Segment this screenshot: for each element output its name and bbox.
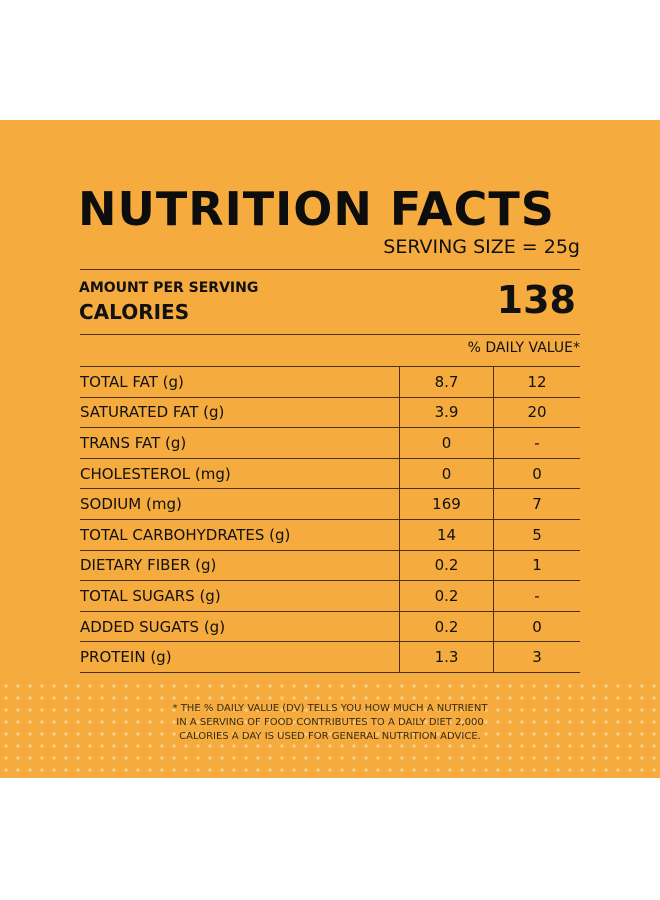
nutrient-daily-value: 5 bbox=[493, 518, 580, 551]
divider bbox=[80, 269, 580, 270]
nutrient-name: DIETARY FIBER (g) bbox=[80, 549, 400, 582]
table-row: TOTAL SUGARS (g) 0.2- bbox=[80, 580, 580, 612]
table-row: TOTAL CARBOHYDRATES (g) 14 5 bbox=[80, 518, 580, 551]
page-title: NUTRITION FACTS bbox=[78, 182, 555, 236]
nutrient-name: TOTAL SUGARS (g) bbox=[80, 580, 400, 612]
nutrient-daily-value: 7 bbox=[493, 488, 580, 520]
nutrient-amount: 0 bbox=[399, 427, 494, 459]
nutrient-daily-value: 0 bbox=[493, 610, 580, 643]
daily-value-header: % DAILY VALUE* bbox=[467, 340, 580, 356]
nutrient-name: ADDED SUGATS (g) bbox=[80, 610, 400, 643]
nutrition-table: TOTAL FAT (g) 8.7 12 SATURATED FAT (g) 3.9 20… bbox=[80, 366, 580, 673]
nutrient-amount: 8.7 bbox=[399, 366, 494, 398]
table-row: TOTAL FAT (g) 8.7 12 bbox=[80, 366, 580, 398]
nutrient-amount: 3.9 bbox=[399, 396, 494, 429]
nutrient-name: TOTAL FAT (g) bbox=[80, 366, 400, 398]
nutrient-name: SODIUM (mg) bbox=[80, 488, 400, 520]
nutrient-daily-value: 12 bbox=[493, 366, 580, 398]
calories-value: 138 bbox=[496, 278, 576, 322]
table-row: DIETARY FIBER (g) 0.2 1 bbox=[80, 549, 580, 582]
nutrient-daily-value: - bbox=[493, 427, 580, 459]
nutrient-daily-value: 3 bbox=[493, 641, 580, 673]
nutrient-amount: 14 bbox=[399, 518, 494, 551]
table-row: PROTEIN (g) 1.3 3 bbox=[80, 641, 580, 673]
nutrient-name: PROTEIN (g) bbox=[80, 641, 400, 673]
serving-size: SERVING SIZE = 25g bbox=[383, 236, 580, 258]
nutrient-name: TOTAL CARBOHYDRATES (g) bbox=[80, 518, 400, 551]
nutrient-amount: 0 bbox=[399, 457, 494, 490]
nutrient-amount: 0.2 bbox=[399, 610, 494, 643]
nutrient-name: TRANS FAT (g) bbox=[80, 427, 400, 459]
table-row: SODIUM (mg) 169 7 bbox=[80, 488, 580, 520]
footnote-line: IN A SERVING OF FOOD CONTRIBUTES TO A DA… bbox=[176, 717, 484, 728]
nutrient-daily-value: 0 bbox=[493, 457, 580, 490]
nutrient-daily-value: 1 bbox=[493, 549, 580, 582]
table-row: SATURATED FAT (g) 3.9 20 bbox=[80, 396, 580, 429]
nutrient-amount: 1.3 bbox=[399, 641, 494, 673]
footnote-line: * THE % DAILY VALUE (DV) TELLS YOU HOW M… bbox=[172, 703, 488, 714]
nutrient-daily-value: - bbox=[493, 580, 580, 612]
nutrient-amount: 0.2 bbox=[399, 549, 494, 582]
nutrient-amount: 0.2 bbox=[399, 580, 494, 612]
nutrient-daily-value: 20 bbox=[493, 396, 580, 429]
footnote-line: CALORIES A DAY IS USED FOR GENERAL NUTRI… bbox=[179, 731, 481, 742]
table-row: ADDED SUGATS (g) 0.2 0 bbox=[80, 610, 580, 643]
divider bbox=[80, 334, 580, 335]
nutrition-panel: NUTRITION FACTS SERVING SIZE = 25g AMOUN… bbox=[0, 120, 660, 778]
nutrient-name: SATURATED FAT (g) bbox=[80, 396, 400, 429]
table-row: TRANS FAT (g) 0- bbox=[80, 427, 580, 459]
nutrient-name: CHOLESTEROL (mg) bbox=[80, 457, 400, 490]
nutrient-amount: 169 bbox=[399, 488, 494, 520]
dot-pattern bbox=[0, 680, 660, 778]
footnote: * THE % DAILY VALUE (DV) TELLS YOU HOW M… bbox=[150, 702, 510, 744]
amount-per-serving-label: AMOUNT PER SERVING bbox=[79, 280, 259, 296]
calories-label: CALORIES bbox=[79, 300, 190, 324]
table-row: CHOLESTEROL (mg) 0 0 bbox=[80, 457, 580, 490]
